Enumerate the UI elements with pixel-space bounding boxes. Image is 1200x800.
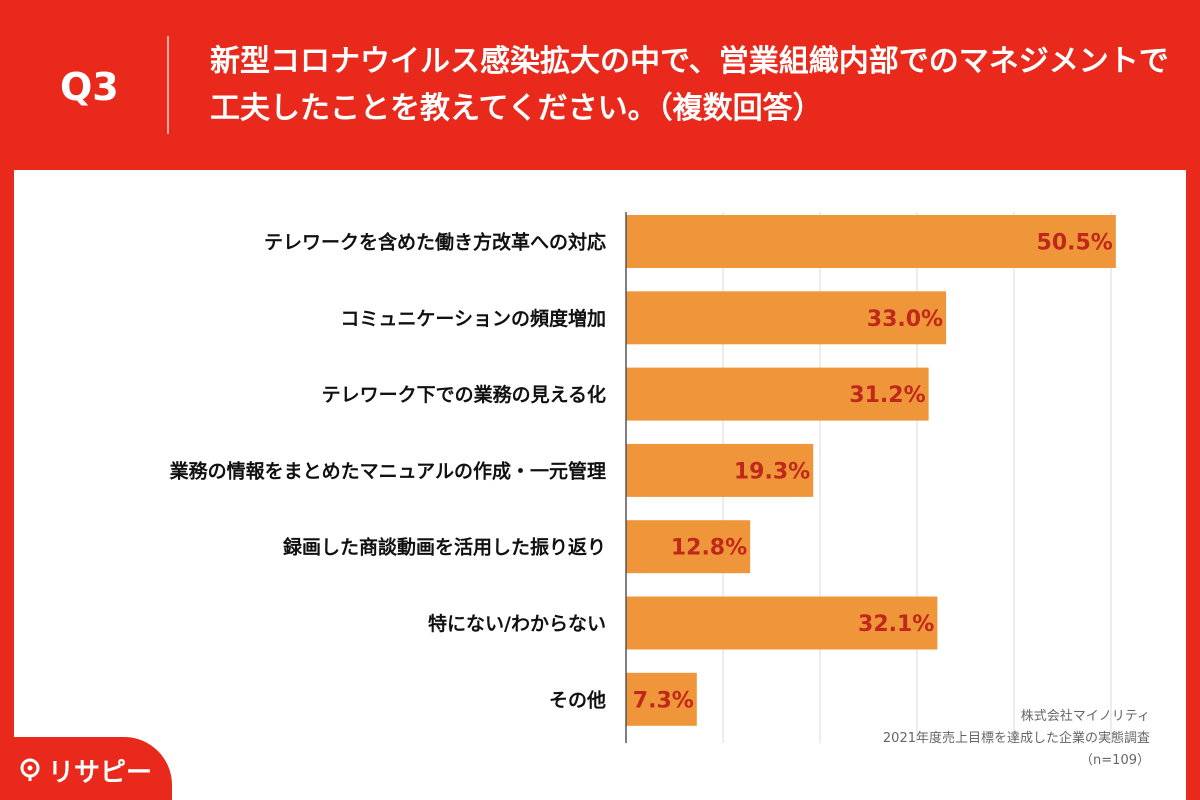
bar [626, 520, 751, 574]
category-label: 特にない/わからない [428, 613, 606, 635]
bar [626, 596, 938, 650]
category-label: 録画した商談動画を活用した振り返り [283, 536, 606, 559]
bar [626, 215, 1116, 268]
bar [626, 672, 697, 726]
question-title: 新型コロナウイルス感染拡大の中で、営業組織内部でのマネジメントで工夫したことを教… [210, 44, 1169, 126]
source-company: 株式会社マイノリティ [1020, 709, 1150, 724]
location-pin-icon [20, 758, 40, 781]
bar [626, 367, 929, 421]
category-label: その他 [549, 688, 606, 711]
category-label: 業務の情報をまとめたマニュアルの作成・一元管理 [169, 459, 606, 482]
value-label: 33.0% [867, 307, 943, 332]
source-survey: 2021年度売上目標を達成した企業の実態調査 [882, 731, 1150, 746]
value-label: 31.2% [849, 383, 925, 408]
chart-panel: テレワークを含めた働き方改革への対応 50.5% コミュニケーションの頻度増加 33.… [14, 170, 1186, 800]
logo-text: リサピー [48, 757, 153, 788]
category-label: テレワーク下での業務の見える化 [322, 383, 606, 406]
bar-chart: テレワークを含めた働き方改革への対応 50.5% コミュニケーションの頻度増加 33.… [169, 212, 1116, 744]
category-label: テレワークを含めた働き方改革への対応 [264, 231, 606, 254]
value-label: 19.3% [734, 459, 810, 484]
source-note: 株式会社マイノリティ 2021年度売上目標を達成した企業の実態調査 （n=109… [730, 706, 1150, 772]
header-divider [167, 36, 169, 134]
source-sample: （n=109） [1080, 753, 1150, 768]
header: Q3 新型コロナウイルス感染拡大の中で、営業組織内部でのマネジメントで工夫したこ… [0, 0, 1200, 170]
logo: リサピー [18, 750, 152, 790]
value-label: 12.8% [671, 536, 747, 561]
value-label: 7.3% [633, 688, 694, 713]
value-label: 50.5% [1037, 231, 1113, 256]
bar [626, 291, 947, 345]
value-label: 32.1% [858, 612, 934, 637]
bar [626, 443, 814, 497]
question-number: Q3 [60, 65, 119, 109]
category-label: コミュニケーションの頻度増加 [340, 307, 606, 330]
